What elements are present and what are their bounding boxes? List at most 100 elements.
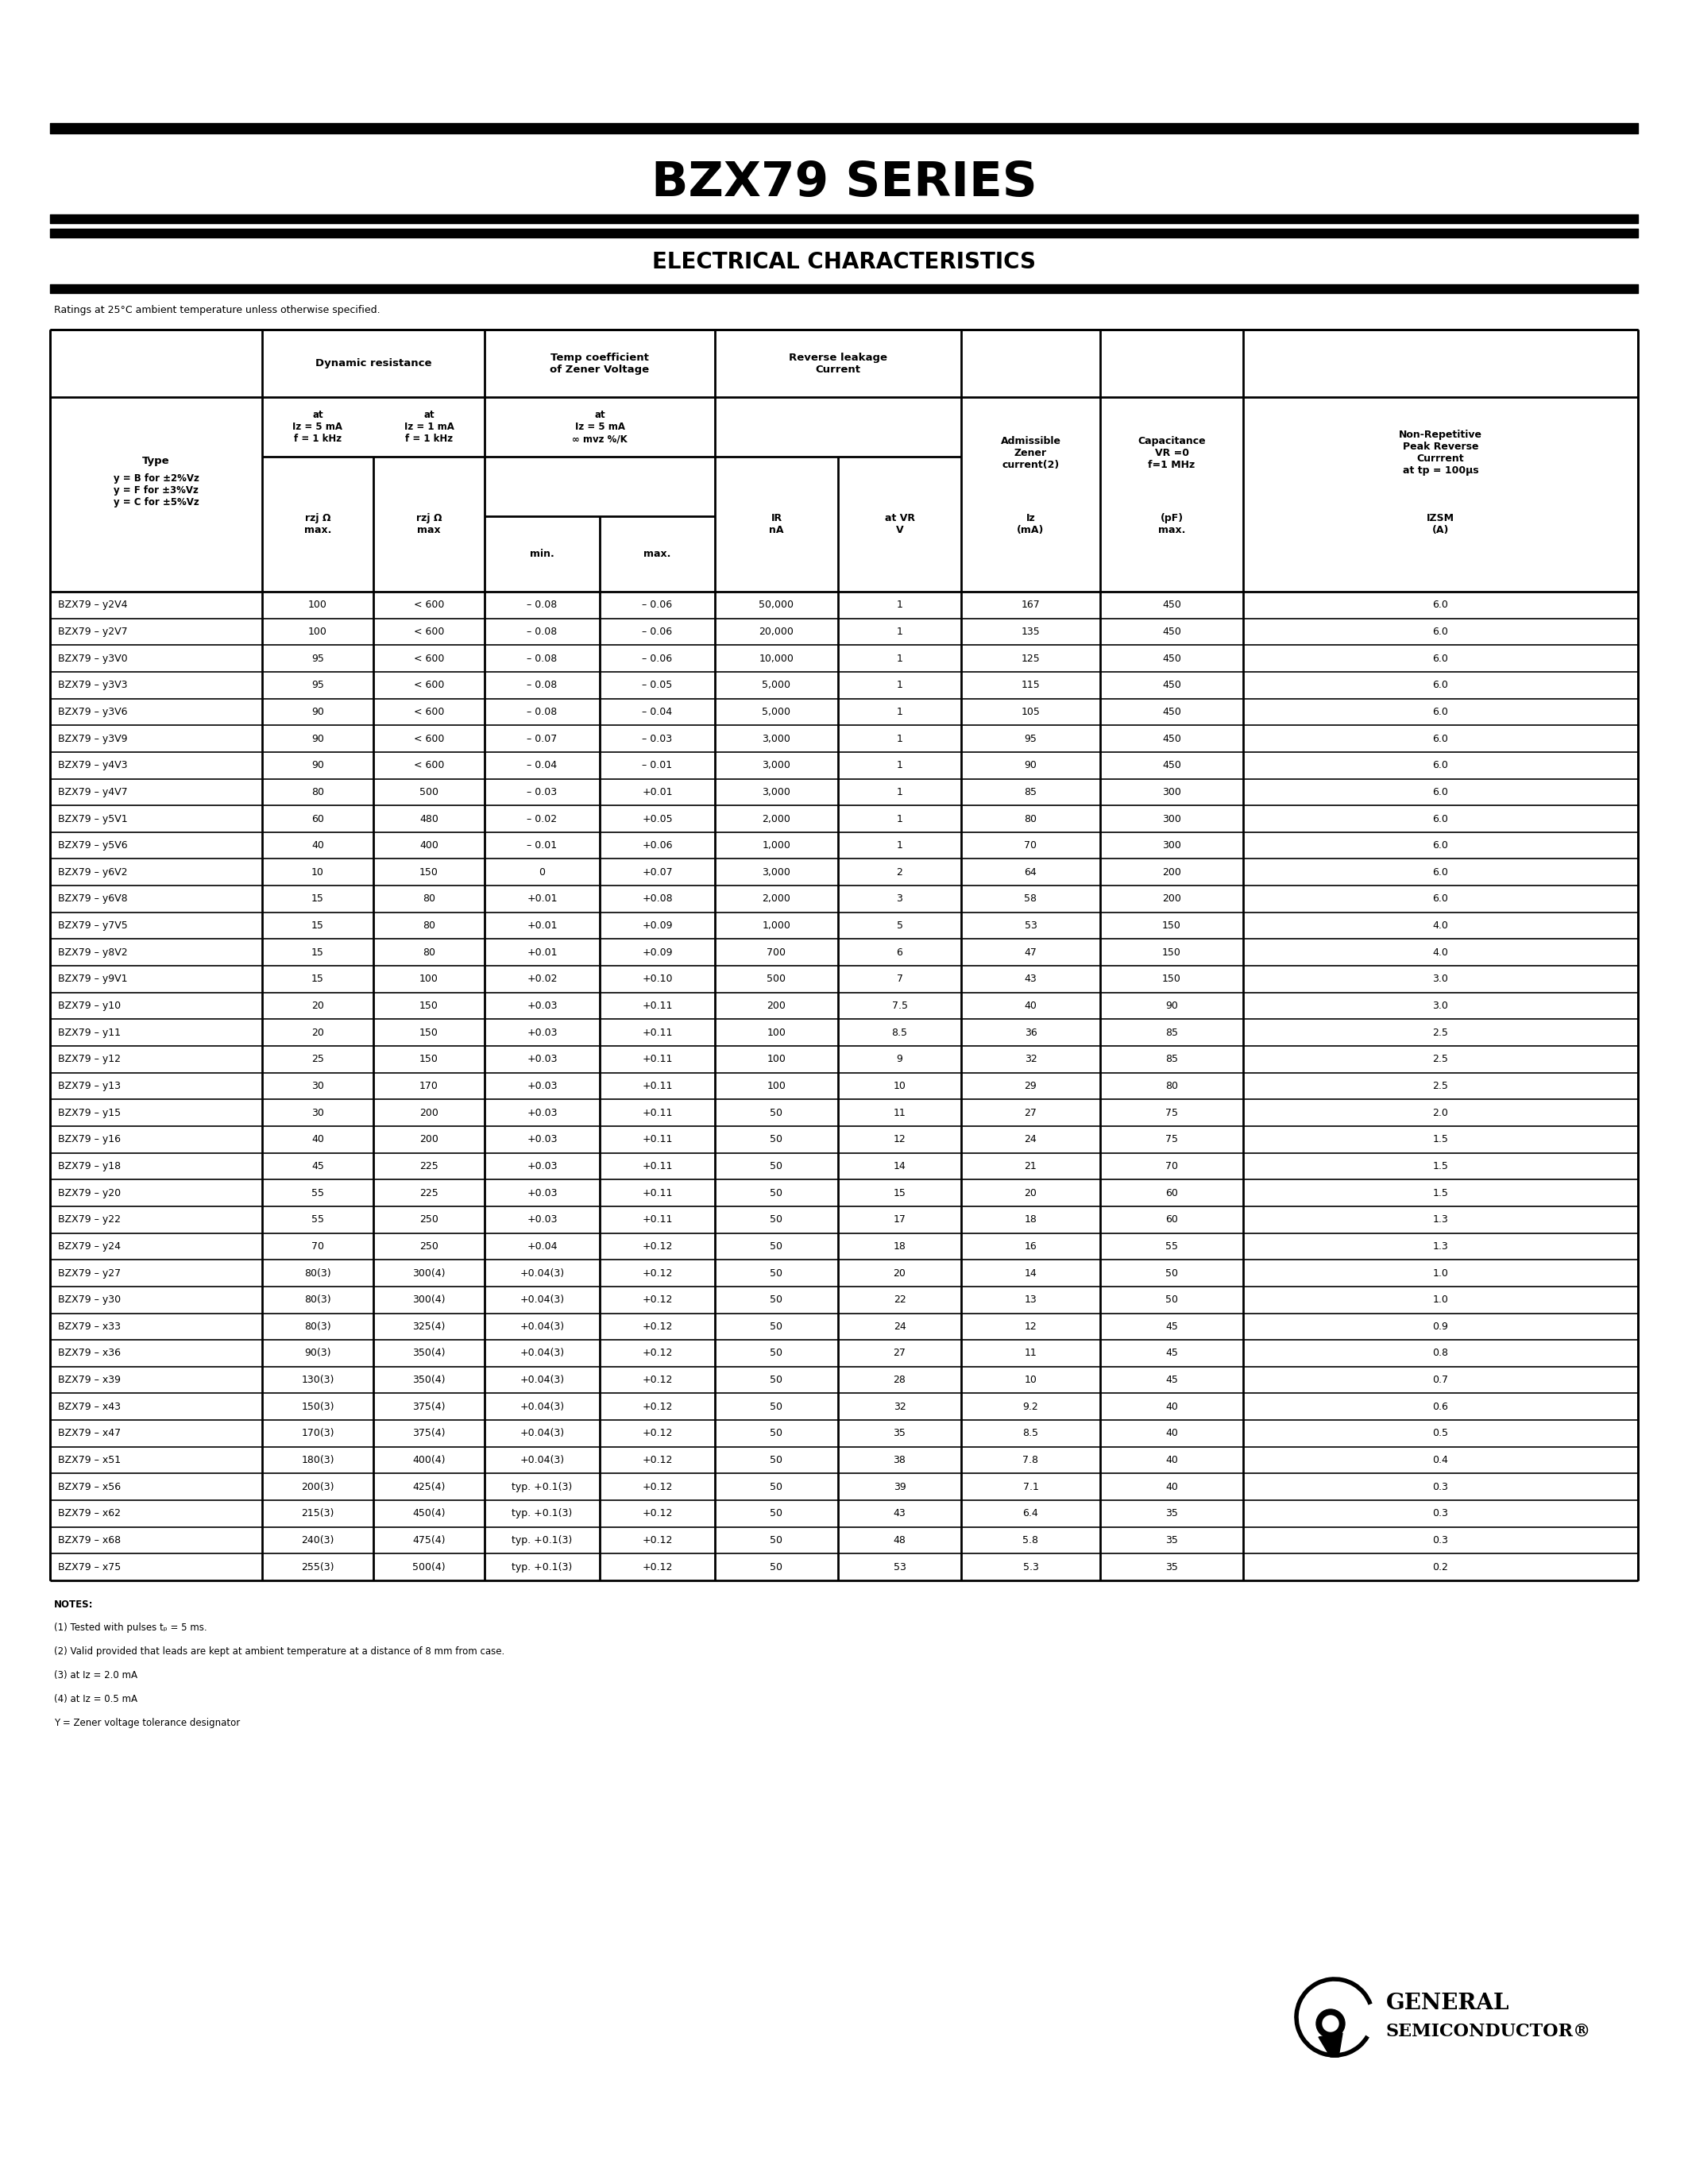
Text: 300: 300 [1161, 841, 1182, 852]
Text: 150: 150 [419, 1055, 439, 1064]
Text: BZX79 – y5V6: BZX79 – y5V6 [57, 841, 128, 852]
Text: 24: 24 [1025, 1133, 1036, 1144]
Text: (1) Tested with pulses tₚ = 5 ms.: (1) Tested with pulses tₚ = 5 ms. [54, 1623, 208, 1634]
Text: 3,000: 3,000 [763, 760, 790, 771]
Text: 350(4): 350(4) [412, 1348, 446, 1358]
Text: +0.01: +0.01 [527, 948, 557, 957]
Text: +0.05: +0.05 [641, 815, 672, 823]
Text: 50: 50 [770, 1321, 783, 1332]
Text: 1: 1 [896, 708, 903, 716]
Text: +0.06: +0.06 [641, 841, 672, 852]
Text: 9.2: 9.2 [1023, 1402, 1038, 1411]
Text: +0.04: +0.04 [527, 1241, 557, 1251]
Text: 5,000: 5,000 [763, 708, 790, 716]
Text: – 0.06: – 0.06 [641, 653, 672, 664]
Text: 1: 1 [896, 841, 903, 852]
Text: 1.0: 1.0 [1433, 1269, 1448, 1278]
Text: 1: 1 [896, 734, 903, 745]
Text: 105: 105 [1021, 708, 1040, 716]
Text: +0.04(3): +0.04(3) [520, 1428, 564, 1439]
Text: +0.11: +0.11 [641, 1055, 672, 1064]
Text: (pF)
max.: (pF) max. [1158, 513, 1185, 535]
Text: BZX79 – x43: BZX79 – x43 [57, 1402, 122, 1411]
Text: 11: 11 [893, 1107, 906, 1118]
Text: 70: 70 [1025, 841, 1036, 852]
Text: 90: 90 [1025, 760, 1036, 771]
Text: 200: 200 [419, 1133, 439, 1144]
Text: 3: 3 [896, 893, 903, 904]
Text: Temp coefficient
of Zener Voltage: Temp coefficient of Zener Voltage [550, 352, 650, 373]
Text: BZX79 – y3V9: BZX79 – y3V9 [57, 734, 128, 745]
Text: 6.0: 6.0 [1433, 627, 1448, 638]
Text: 400: 400 [419, 841, 439, 852]
Text: – 0.03: – 0.03 [527, 786, 557, 797]
Text: BZX79 – y24: BZX79 – y24 [57, 1241, 122, 1251]
Text: 350(4): 350(4) [412, 1376, 446, 1385]
Text: 150: 150 [1161, 948, 1182, 957]
Text: BZX79 – y15: BZX79 – y15 [57, 1107, 122, 1118]
Text: 0.6: 0.6 [1433, 1402, 1448, 1411]
Text: 3,000: 3,000 [763, 867, 790, 878]
Text: 24: 24 [893, 1321, 906, 1332]
Text: 3.0: 3.0 [1433, 974, 1448, 985]
Text: typ. +0.1(3): typ. +0.1(3) [511, 1509, 572, 1518]
Text: 480: 480 [419, 815, 439, 823]
Text: 80: 80 [422, 893, 436, 904]
Text: 100: 100 [766, 1081, 787, 1092]
Text: 6.0: 6.0 [1433, 653, 1448, 664]
Text: 21: 21 [1025, 1162, 1036, 1171]
Text: 32: 32 [1025, 1055, 1036, 1064]
Text: 10: 10 [893, 1081, 906, 1092]
Text: GENERAL: GENERAL [1386, 1992, 1509, 2014]
Text: 90(3): 90(3) [304, 1348, 331, 1358]
Text: 20: 20 [311, 1026, 324, 1037]
Text: 80: 80 [422, 919, 436, 930]
Text: 500(4): 500(4) [412, 1562, 446, 1572]
Text: 50: 50 [770, 1402, 783, 1411]
Text: (2) Valid provided that leads are kept at ambient temperature at a distance of 8: (2) Valid provided that leads are kept a… [54, 1647, 505, 1658]
Text: 15: 15 [311, 919, 324, 930]
Text: – 0.02: – 0.02 [527, 815, 557, 823]
Text: BZX79 – y18: BZX79 – y18 [57, 1162, 122, 1171]
Text: 10,000: 10,000 [760, 653, 793, 664]
Text: BZX79 – y9V1: BZX79 – y9V1 [57, 974, 128, 985]
Text: +0.12: +0.12 [641, 1428, 672, 1439]
Text: +0.12: +0.12 [641, 1455, 672, 1465]
Text: 6.4: 6.4 [1023, 1509, 1038, 1518]
Text: 40: 40 [1025, 1000, 1036, 1011]
Text: 12: 12 [1025, 1321, 1036, 1332]
Text: +0.03: +0.03 [527, 1133, 557, 1144]
Text: 3,000: 3,000 [763, 786, 790, 797]
Text: +0.12: +0.12 [641, 1481, 672, 1492]
Text: BZX79 – y4V3: BZX79 – y4V3 [57, 760, 128, 771]
Text: 40: 40 [1165, 1428, 1178, 1439]
Text: 50: 50 [1165, 1295, 1178, 1306]
Text: +0.08: +0.08 [641, 893, 672, 904]
Text: BZX79 – y3V0: BZX79 – y3V0 [57, 653, 128, 664]
Text: 60: 60 [311, 815, 324, 823]
Text: 215(3): 215(3) [300, 1509, 334, 1518]
Text: 1: 1 [896, 601, 903, 609]
Text: 35: 35 [1165, 1509, 1178, 1518]
Text: 450: 450 [1161, 708, 1182, 716]
Text: +0.11: +0.11 [641, 1081, 672, 1092]
Text: +0.04(3): +0.04(3) [520, 1269, 564, 1278]
Text: 38: 38 [893, 1455, 906, 1465]
Text: +0.04(3): +0.04(3) [520, 1321, 564, 1332]
Text: +0.04(3): +0.04(3) [520, 1295, 564, 1306]
Text: 170: 170 [419, 1081, 439, 1092]
Text: 25: 25 [311, 1055, 324, 1064]
Text: 1: 1 [896, 815, 903, 823]
Text: – 0.08: – 0.08 [527, 653, 557, 664]
Text: < 600: < 600 [414, 627, 444, 638]
Text: 75: 75 [1165, 1107, 1178, 1118]
Text: 0.3: 0.3 [1433, 1481, 1448, 1492]
Text: 15: 15 [311, 974, 324, 985]
Text: 300(4): 300(4) [412, 1269, 446, 1278]
Text: – 0.06: – 0.06 [641, 627, 672, 638]
Text: 6.0: 6.0 [1433, 734, 1448, 745]
Text: +0.11: +0.11 [641, 1000, 672, 1011]
Text: 125: 125 [1021, 653, 1040, 664]
Text: 40: 40 [1165, 1455, 1178, 1465]
Text: +0.09: +0.09 [641, 919, 672, 930]
